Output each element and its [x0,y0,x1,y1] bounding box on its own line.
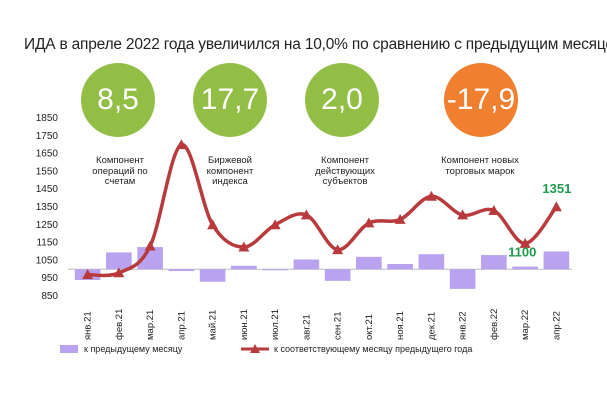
x-tick-label: фев.21 [114,309,125,340]
x-tick-label: окт.21 [364,314,375,340]
bar [481,255,507,270]
line-point [238,241,250,252]
y-tick-label: 1250 [36,220,59,231]
bar [231,265,257,270]
component-accounts-label: Компонент операций по счетам [92,155,148,187]
line-point [113,267,125,278]
component-subjects-label: Компонент действующих субъектов [315,155,375,187]
series-line [87,142,558,278]
x-tick-label: сен.21 [333,312,344,341]
line-point [207,219,219,230]
bar [106,252,132,270]
x-tick-label: июл.21 [270,309,281,340]
y-tick-label: 850 [41,291,58,302]
line-point [519,237,531,248]
bar [262,269,288,271]
component-exchange-bubble: 17,7 [193,63,267,137]
line-point [394,213,406,224]
line-point [82,269,94,280]
x-tick-label: апр.22 [551,311,562,340]
x-tick-label: май.21 [208,310,219,340]
chart-title: ИДА в апреле 2022 года увеличился на 10,… [24,36,607,53]
bar [137,247,163,270]
bar [543,251,570,270]
bar [449,269,476,289]
x-tick-label: фев.22 [489,309,500,340]
line-point [457,209,469,220]
component-exchange-label: Биржевой компонент индекса [206,155,254,187]
line-point [425,190,437,201]
x-tick-label: июн.21 [239,309,250,340]
y-tick-label: 1150 [36,238,58,249]
y-tick-label: 1350 [36,202,59,213]
bar [512,266,538,270]
bar [418,254,445,270]
y-tick-label: 1850 [36,113,59,124]
bar [387,263,413,270]
y-tick-label: 1550 [36,166,59,177]
legend-line-swatch [241,344,269,353]
line-point [332,244,344,255]
bar [356,256,382,270]
y-tick-label: 1750 [36,131,59,142]
component-accounts-bubble: 8,5 [81,63,155,137]
line-point [144,240,156,251]
component-subjects-bubble: 2,0 [305,63,379,137]
legend-bar-swatch [60,345,78,353]
y-tick-label: 1050 [36,255,59,266]
line-point [300,209,312,220]
annotation-line-value: 1351 [542,181,571,196]
line-point [269,219,281,230]
y-tick-label: 1650 [36,149,59,160]
x-tick-label: ноя.21 [395,311,406,340]
legend-bars: к предыдущему месяцу [60,342,182,356]
bar [293,259,320,270]
x-tick-label: янв.22 [458,311,469,340]
annotation-bar-value: 1100 [508,245,536,260]
legend-line-label: к соответствующему месяцу предыдущего го… [274,344,473,354]
legend-line: к соответствующему месяцу предыдущего го… [240,342,472,356]
x-tick-label: апр.21 [176,311,187,340]
bar [199,269,226,282]
x-tick-label: мар.22 [520,310,531,340]
x-tick-label: дек.21 [426,312,437,340]
line-point [550,201,562,212]
line-point [488,205,500,215]
component-trademarks-label: Компонент новых торговых марок [441,155,519,177]
legend-bar-label: к предыдущему месяцу [84,344,183,354]
component-trademarks-bubble: -17,9 [444,63,518,137]
line-point [363,217,375,228]
bar [324,269,351,281]
y-tick-label: 950 [41,273,58,284]
line-point [175,139,187,150]
x-tick-label: янв.21 [83,311,94,340]
x-tick-label: мар.21 [145,310,156,340]
bar [168,269,195,272]
x-tick-label: авг.21 [301,314,312,340]
y-tick-label: 1450 [36,184,59,195]
